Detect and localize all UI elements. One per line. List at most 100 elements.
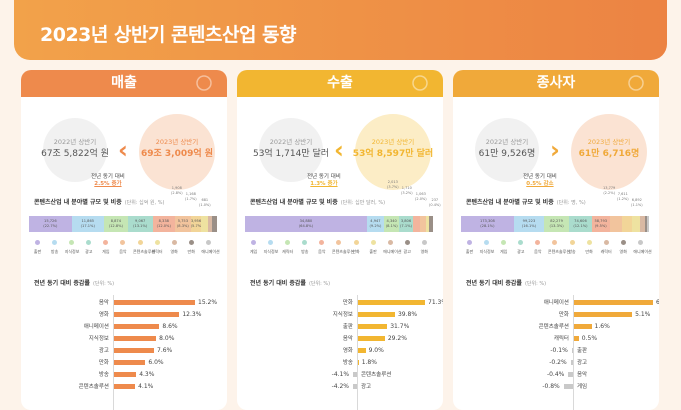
segment-value: 15,726	[44, 219, 57, 223]
growth-bar	[570, 360, 573, 365]
segment-share: (16.1%)	[521, 224, 537, 228]
cur-period-label: 2023년 상반기	[371, 138, 415, 146]
legend-label: 출판	[369, 249, 377, 254]
growth-value: 4.1%	[138, 383, 154, 390]
composition-segment: 8,338 (12.0%)	[152, 216, 176, 232]
composition-segment: 4,340 (8.1%)	[384, 216, 400, 232]
segment-share: (7.1%)	[400, 224, 412, 228]
callout-value: 7,611	[617, 192, 628, 196]
composition-unit: (단위: 십만 달러, %)	[340, 200, 386, 206]
growth-row: 게임 -0.8%	[453, 381, 659, 393]
prev-period-value: 53억 1,714만 달러	[252, 149, 330, 159]
legend-dot	[620, 240, 626, 245]
callout-value: 6,892	[631, 198, 642, 202]
composition-title: 콘텐츠산업 내 분야별 규모 및 비중 (단위: 명, %)	[466, 199, 586, 206]
legend-dot	[69, 240, 75, 245]
composition-segment	[640, 216, 645, 232]
legend-label: 광고	[403, 249, 411, 254]
legend-item: 게임	[247, 240, 261, 255]
composition-segment: 99,223 (16.1%)	[513, 216, 545, 232]
legend-item: 광고	[400, 240, 414, 255]
growth-unit: (단위: %)	[524, 281, 547, 287]
callout-value: 1,908	[171, 186, 182, 190]
composition-unit: (단위: 십억 원, %)	[124, 200, 165, 206]
legend-dot	[120, 240, 126, 245]
callout-value: 237	[431, 198, 439, 202]
panel-header: 매출	[21, 70, 227, 97]
growth-row: 방송 4.3%	[21, 369, 227, 381]
growth-label: 만화	[558, 312, 569, 318]
legend-dot	[35, 240, 41, 245]
legend-item: 게임	[497, 240, 511, 255]
composition-bar: 34,880 (64.8%) 4,947 (9.2%) 4,340 (8.1%) 3,806…	[245, 216, 433, 232]
segment-share: (12.0%)	[156, 224, 171, 228]
growth-label: 캐릭터	[553, 336, 569, 342]
legend-item: 광고	[514, 240, 528, 255]
growth-value: 15.2%	[198, 299, 218, 306]
panel-header: 수출	[237, 70, 443, 97]
legend-dot	[404, 240, 410, 245]
composition-segment: 11,865 (17.1%)	[71, 216, 104, 232]
legend-label: 애니메이션	[383, 249, 402, 254]
legend-label: 캐릭터	[282, 249, 294, 254]
growth-row: 만화 5.1%	[453, 309, 659, 321]
segment-value: 82,279	[550, 219, 563, 223]
callout-share: (2.0%)	[415, 196, 427, 201]
growth-label: 콘텐츠솔루션	[361, 372, 392, 378]
legend-label: 콘텐츠솔루션	[331, 249, 355, 254]
growth-row: 애니메이션 8.6%	[21, 321, 227, 333]
segment-share: (5.7%)	[190, 224, 202, 228]
cur-period-value: 61만 6,716명	[578, 149, 640, 159]
cur-period-value: 69조 3,009억 원	[140, 149, 214, 159]
legend-label: 광고	[517, 249, 525, 254]
growth-label: 콘텐츠솔루션	[78, 384, 109, 390]
growth-row: 출판 -0.1%	[453, 345, 659, 357]
legend-item: 지식정보	[65, 240, 79, 255]
legend-dot	[603, 240, 609, 245]
legend-item: 애니메이션	[201, 240, 220, 255]
growth-bar	[113, 372, 137, 377]
growth-unit: (단위: %)	[92, 281, 115, 287]
callout-label: 1,908 (2.8%)	[171, 186, 183, 195]
legend-label: 방송	[568, 249, 576, 254]
growth-label: 광고	[361, 384, 372, 390]
yoy-value: 2.5% 증가	[94, 181, 122, 188]
legend-item: 콘텐츠솔루션	[331, 240, 355, 255]
growth-label: 콘텐츠솔루션	[538, 324, 569, 330]
growth-value: 1.6%	[594, 323, 610, 330]
segment-share: (9.5%)	[594, 224, 607, 228]
callout-label: 1,063 (2.0%)	[415, 192, 427, 201]
growth-value: -0.4%	[546, 371, 565, 378]
segment-share: (28.1%)	[480, 224, 495, 228]
prev-period-circle: 2022년 상반기 67조 5,822억 원	[41, 118, 109, 182]
legend-item: 방송	[48, 240, 62, 255]
composition-segment	[631, 216, 641, 232]
growth-row: 광고 -4.2%	[237, 381, 443, 393]
callout-value: 1,168	[185, 192, 196, 196]
legend-label: 영화	[619, 249, 627, 254]
growth-value: 71.3%	[428, 299, 443, 306]
comparison: 2022년 상반기 53억 1,714만 달러 2023년 상반기 53억 8,597…	[237, 114, 443, 214]
legend-dot	[137, 240, 143, 245]
legend-label: 출판	[465, 249, 474, 254]
composition-segment: 74,606 (12.1%)	[569, 216, 592, 232]
growth-axis	[113, 295, 114, 410]
yoy-value: 0.5% 감소	[526, 181, 554, 188]
legend-label: 게임	[102, 249, 110, 254]
growth-title: 전년 동기 대비 증감률 (단위: %)	[250, 280, 331, 287]
callout-share: (0.4%)	[429, 202, 441, 207]
direction-chevron: ›	[550, 136, 560, 164]
direction-chevron: ‹	[334, 136, 344, 164]
growth-value: 5.1%	[635, 311, 651, 318]
legend-dot	[251, 240, 257, 245]
cur-period-label: 2023년 상반기	[587, 138, 631, 146]
prev-period-label: 2022년 상반기	[485, 138, 529, 146]
growth-row: 광고 7.6%	[21, 345, 227, 357]
composition-segment: 82,279 (13.3%)	[544, 216, 570, 232]
yoy-change: 전년 동기 대비 1.3% 증가	[307, 174, 341, 189]
growth-label: 게임	[577, 384, 588, 390]
segment-value: 11,865	[81, 219, 95, 223]
legend-item: 만화	[582, 240, 596, 255]
segment-share: (22.7%)	[43, 224, 58, 228]
growth-row: 영화 9.0%	[237, 345, 443, 357]
